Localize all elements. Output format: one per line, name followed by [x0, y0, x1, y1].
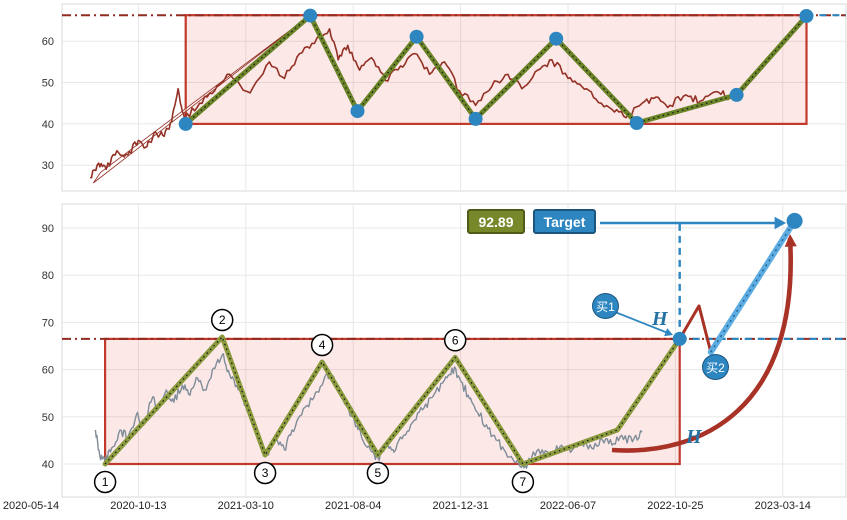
- pivot-dot: [303, 8, 318, 23]
- pivot-dot: [350, 104, 365, 119]
- pivot-number-badge: [93, 470, 117, 494]
- pivot-number: 4: [319, 338, 326, 352]
- y-tick-label: 30: [42, 160, 54, 172]
- x-tick-label: 2022-10-25: [647, 500, 703, 512]
- target-dot: [786, 212, 803, 229]
- breakout-dot: [672, 331, 687, 346]
- pivot-number: 2: [219, 313, 226, 327]
- x-tick-label: 2020-05-14: [3, 500, 59, 512]
- measured-move-curve: [611, 237, 793, 453]
- measured-target-value: 92.89: [467, 209, 525, 234]
- pivot-dot: [468, 111, 483, 126]
- trendline-wedge: [92, 14, 311, 184]
- consolidation-box: [103, 337, 681, 466]
- buy1-arrowhead: [664, 328, 673, 337]
- pivot-number: 7: [520, 475, 527, 489]
- pivot-dot: [178, 116, 193, 131]
- consolidation-box: [184, 14, 808, 125]
- pivot-number-badge: [310, 333, 334, 357]
- y-tick-label: 70: [42, 317, 54, 329]
- price-line: [90, 27, 742, 179]
- x-tick-label: 2020-10-13: [110, 500, 166, 512]
- pivot-number: 6: [452, 333, 459, 347]
- pivot-number-badge: [511, 470, 535, 494]
- y-tick-label: 60: [42, 365, 54, 377]
- x-tick-label: 2021-03-10: [218, 500, 274, 512]
- x-tick-label: 2023-03-14: [755, 500, 811, 512]
- breakout-pullback-line: [678, 304, 713, 353]
- buy1-arrow-line: [614, 311, 669, 334]
- y-tick-label: 90: [42, 223, 54, 235]
- pivot-number-badge: [210, 308, 234, 332]
- y-tick-label: 50: [42, 412, 54, 424]
- pivot-number-badge: [366, 461, 390, 485]
- zigzag-dotted-overlay: [104, 336, 681, 465]
- x-tick-label: 2022-06-07: [540, 500, 596, 512]
- pivot-number: 3: [262, 466, 269, 480]
- pivot-dot: [409, 29, 424, 44]
- y-tick-label: 60: [42, 36, 54, 48]
- target-arrowhead: [774, 216, 786, 230]
- buy1-badge: 买1: [592, 293, 619, 319]
- measured-move-curve-arrowhead: [784, 234, 797, 247]
- pivot-dot: [799, 9, 814, 23]
- top-panel-chart: 30 40 50 60: [42, 3, 847, 192]
- y-tick-label: 40: [42, 119, 54, 131]
- height-label-upper: H: [652, 308, 668, 330]
- x-tick-label: 2021-08-04: [325, 500, 381, 512]
- y-tick-label: 50: [42, 78, 54, 90]
- y-tick-label: 80: [42, 270, 54, 282]
- x-tick-label: 2021-12-31: [432, 500, 488, 512]
- plot-border: [61, 3, 847, 192]
- y-tick-label: 40: [42, 459, 54, 471]
- zigzag-dotted-overlay: [185, 14, 807, 125]
- pivot-number: 5: [375, 466, 382, 480]
- bottom-panel-chart: 40 50 60 70 80 90 2020-05-14 2020-10-13 2021-03-…: [3, 203, 847, 512]
- pivot-number: 1: [102, 475, 109, 489]
- pivot-number-badge: [443, 329, 467, 352]
- target-label: Target: [533, 209, 596, 234]
- projection-dotted-overlay: [710, 220, 796, 353]
- buy2-badge: 买2: [702, 354, 729, 380]
- plot-border: [61, 203, 847, 498]
- pivot-dot: [729, 87, 744, 102]
- pivot-dot: [629, 116, 644, 130]
- height-label-lower: H: [686, 426, 702, 448]
- pivot-dot: [549, 31, 564, 46]
- pivot-number-badge: [253, 461, 277, 485]
